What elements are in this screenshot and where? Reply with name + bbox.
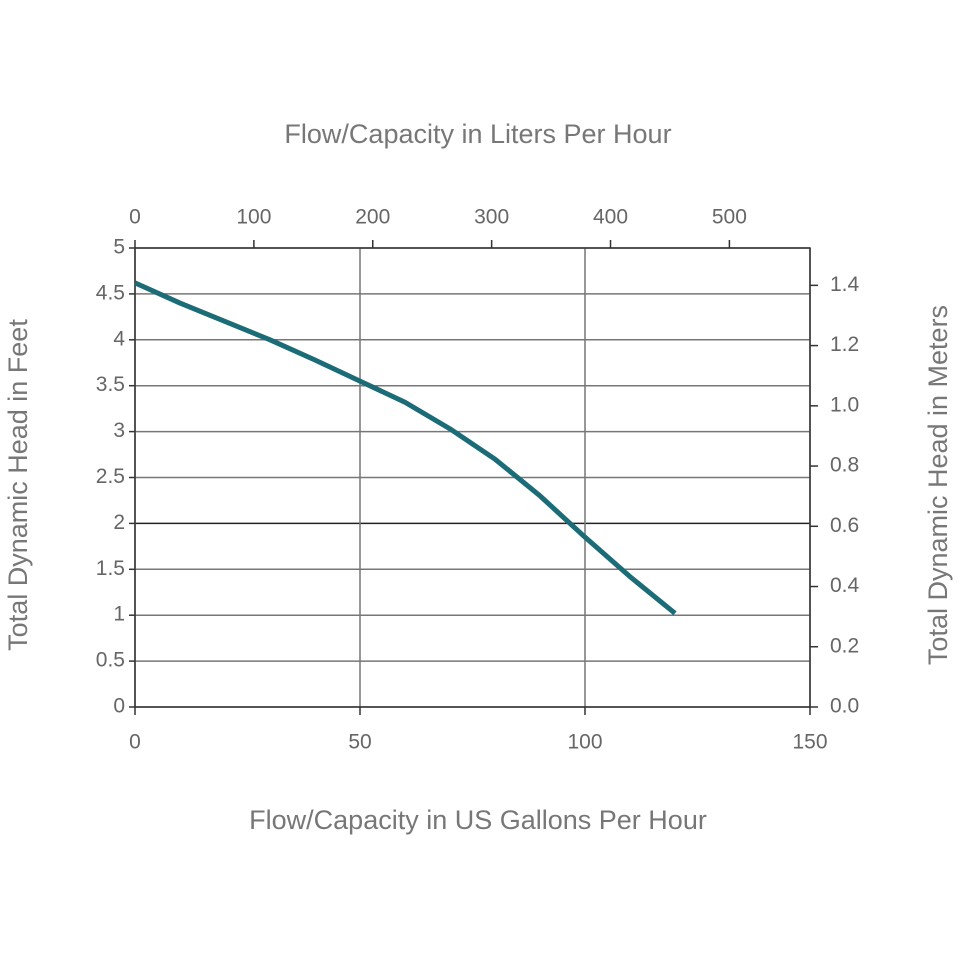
y-tick-label: 1.5 [96,557,125,580]
x-tick-label: 50 [348,731,371,754]
x-tick-label: 150 [792,731,827,754]
y2-tick-label: 0.8 [830,454,859,477]
y-axis-label: Total Dynamic Head in Feet [3,319,33,651]
y2-tick-label: 1.0 [830,393,859,416]
y-tick-label: 0.5 [96,649,125,672]
y2-tick-label: 1.2 [830,333,859,356]
x2-axis-label: Flow/Capacity in Liters Per Hour [284,119,671,149]
y2-tick-label: 0.0 [830,695,859,718]
x2-tick-label: 400 [593,206,628,229]
x2-tick-label: 500 [712,206,747,229]
y2-tick-label: 0.2 [830,634,859,657]
x-tick-label: 100 [567,731,602,754]
y2-tick-label: 0.6 [830,514,859,537]
y-tick-label: 2.5 [96,465,125,488]
y-tick-label: 0 [113,695,125,718]
y-tick-label: 5 [113,236,125,259]
y-tick-label: 1 [113,603,125,626]
y-tick-label: 3.5 [96,373,125,396]
y-tick-label: 2 [113,511,125,534]
x-axis-label: Flow/Capacity in US Gallons Per Hour [249,805,707,835]
y2-tick-label: 0.4 [830,574,860,597]
y-tick-label: 4 [113,327,125,350]
x2-tick-label: 300 [474,206,509,229]
y2-tick-label: 1.4 [830,273,860,296]
y2-axis-label: Total Dynamic Head in Meters [923,305,953,665]
x2-tick-label: 100 [236,206,271,229]
x2-tick-label: 0 [129,206,141,229]
data-line [133,280,677,616]
y-tick-label: 4.5 [96,281,125,304]
x2-tick-label: 200 [355,206,390,229]
plot-frame [134,247,811,708]
y-tick-label: 3 [113,419,125,442]
x-tick-label: 0 [129,731,141,754]
